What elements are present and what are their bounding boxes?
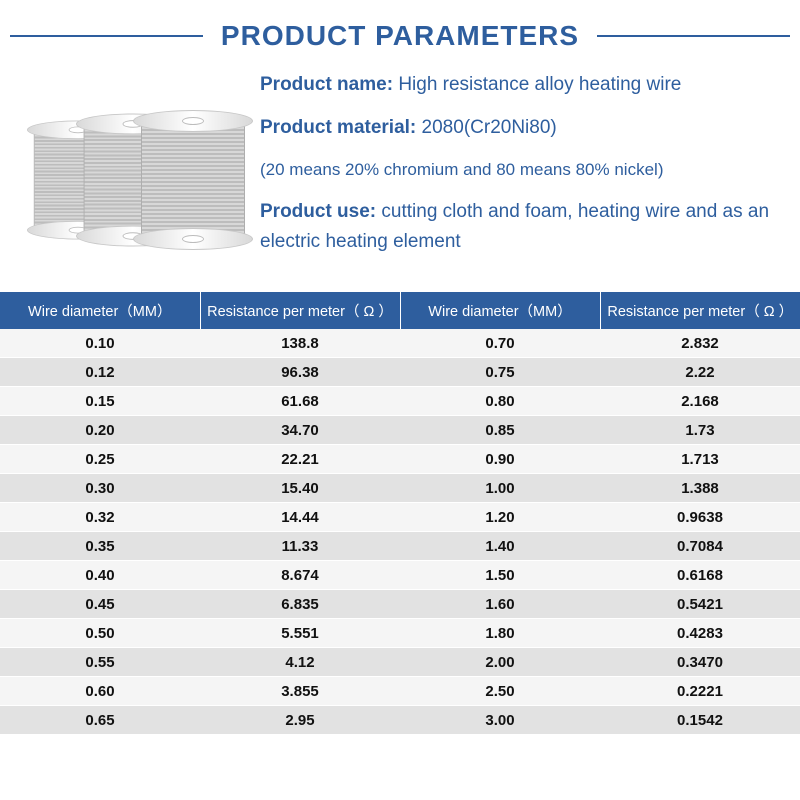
- product-material-label: Product material:: [260, 117, 416, 138]
- table-cell: 1.40: [400, 532, 600, 561]
- table-cell: 1.50: [400, 561, 600, 590]
- table-cell: 0.9638: [600, 503, 800, 532]
- table-cell: 4.12: [200, 648, 400, 677]
- table-cell: 1.73: [600, 416, 800, 445]
- table-cell: 2.832: [600, 329, 800, 358]
- table-cell: 0.7084: [600, 532, 800, 561]
- table-cell: 2.50: [400, 677, 600, 706]
- table-cell: 14.44: [200, 503, 400, 532]
- table-cell: 0.3470: [600, 648, 800, 677]
- table-cell: 0.12: [0, 358, 200, 387]
- table-row: 0.3214.441.200.9638: [0, 503, 800, 532]
- table-cell: 2.00: [400, 648, 600, 677]
- parameters-table-body: 0.10138.80.702.8320.1296.380.752.220.156…: [0, 329, 800, 735]
- table-cell: 0.45: [0, 590, 200, 619]
- wire-spool-icon: [133, 110, 253, 250]
- table-cell: 0.15: [0, 387, 200, 416]
- table-row: 0.1561.680.802.168: [0, 387, 800, 416]
- col-header-resistance-2: Resistance per meter（ Ω ）: [600, 292, 800, 329]
- product-material-value: 2080(Cr20Ni80): [422, 117, 557, 138]
- table-cell: 3.855: [200, 677, 400, 706]
- table-cell: 0.40: [0, 561, 200, 590]
- table-cell: 61.68: [200, 387, 400, 416]
- table-cell: 0.80: [400, 387, 600, 416]
- table-cell: 0.55: [0, 648, 200, 677]
- table-cell: 1.388: [600, 474, 800, 503]
- table-row: 0.2034.700.851.73: [0, 416, 800, 445]
- table-cell: 0.6168: [600, 561, 800, 590]
- table-cell: 34.70: [200, 416, 400, 445]
- table-cell: 96.38: [200, 358, 400, 387]
- table-cell: 0.30: [0, 474, 200, 503]
- product-parameters-card: PRODUCT PARAMETERS Product name: High re…: [0, 0, 800, 800]
- table-cell: 138.8: [200, 329, 400, 358]
- table-cell: 1.20: [400, 503, 600, 532]
- table-cell: 0.5421: [600, 590, 800, 619]
- col-header-diameter-1: Wire diameter（MM）: [0, 292, 200, 329]
- table-cell: 2.22: [600, 358, 800, 387]
- table-row: 0.3015.401.001.388: [0, 474, 800, 503]
- table-row: 0.3511.331.400.7084: [0, 532, 800, 561]
- product-use-label: Product use:: [260, 201, 376, 222]
- parameters-table-wrap: Wire diameter（MM） Resistance per meter（ …: [0, 292, 800, 735]
- table-row: 0.456.8351.600.5421: [0, 590, 800, 619]
- material-note: (20 means 20% chromium and 80 means 80% …: [260, 157, 782, 183]
- table-row: 0.2522.210.901.713: [0, 445, 800, 474]
- product-info: Product name: High resistance alloy heat…: [260, 70, 782, 270]
- title-rule-right: [597, 35, 790, 37]
- table-cell: 0.20: [0, 416, 200, 445]
- table-row: 0.554.122.000.3470: [0, 648, 800, 677]
- table-cell: 22.21: [200, 445, 400, 474]
- table-row: 0.408.6741.500.6168: [0, 561, 800, 590]
- table-cell: 2.168: [600, 387, 800, 416]
- table-cell: 1.713: [600, 445, 800, 474]
- product-use-line: Product use: cutting cloth and foam, hea…: [260, 197, 782, 256]
- col-header-diameter-2: Wire diameter（MM）: [400, 292, 600, 329]
- page-title: PRODUCT PARAMETERS: [203, 20, 597, 52]
- upper-section: Product name: High resistance alloy heat…: [0, 70, 800, 292]
- table-row: 0.10138.80.702.832: [0, 329, 800, 358]
- table-row: 0.652.953.000.1542: [0, 706, 800, 735]
- table-cell: 3.00: [400, 706, 600, 735]
- table-cell: 1.00: [400, 474, 600, 503]
- table-cell: 0.60: [0, 677, 200, 706]
- table-row: 0.1296.380.752.22: [0, 358, 800, 387]
- title-band: PRODUCT PARAMETERS: [0, 20, 800, 52]
- table-cell: 0.50: [0, 619, 200, 648]
- col-header-resistance-1: Resistance per meter（ Ω ）: [200, 292, 400, 329]
- table-cell: 15.40: [200, 474, 400, 503]
- table-cell: 1.60: [400, 590, 600, 619]
- table-cell: 0.90: [400, 445, 600, 474]
- table-cell: 0.85: [400, 416, 600, 445]
- table-cell: 5.551: [200, 619, 400, 648]
- table-cell: 0.2221: [600, 677, 800, 706]
- title-rule-left: [10, 35, 203, 37]
- parameters-table: Wire diameter（MM） Resistance per meter（ …: [0, 292, 800, 735]
- table-cell: 0.65: [0, 706, 200, 735]
- table-cell: 0.1542: [600, 706, 800, 735]
- product-name-value: High resistance alloy heating wire: [398, 74, 681, 95]
- product-name-label: Product name:: [260, 74, 393, 95]
- table-cell: 0.35: [0, 532, 200, 561]
- table-cell: 0.70: [400, 329, 600, 358]
- table-cell: 11.33: [200, 532, 400, 561]
- product-name-line: Product name: High resistance alloy heat…: [260, 70, 782, 99]
- product-material-line: Product material: 2080(Cr20Ni80): [260, 113, 782, 142]
- table-cell: 8.674: [200, 561, 400, 590]
- table-header-row: Wire diameter（MM） Resistance per meter（ …: [0, 292, 800, 329]
- table-row: 0.603.8552.500.2221: [0, 677, 800, 706]
- wire-spool-image: [18, 70, 248, 280]
- table-cell: 1.80: [400, 619, 600, 648]
- table-row: 0.505.5511.800.4283: [0, 619, 800, 648]
- table-cell: 0.10: [0, 329, 200, 358]
- table-cell: 0.75: [400, 358, 600, 387]
- table-cell: 0.32: [0, 503, 200, 532]
- table-cell: 0.4283: [600, 619, 800, 648]
- table-cell: 2.95: [200, 706, 400, 735]
- table-cell: 0.25: [0, 445, 200, 474]
- table-cell: 6.835: [200, 590, 400, 619]
